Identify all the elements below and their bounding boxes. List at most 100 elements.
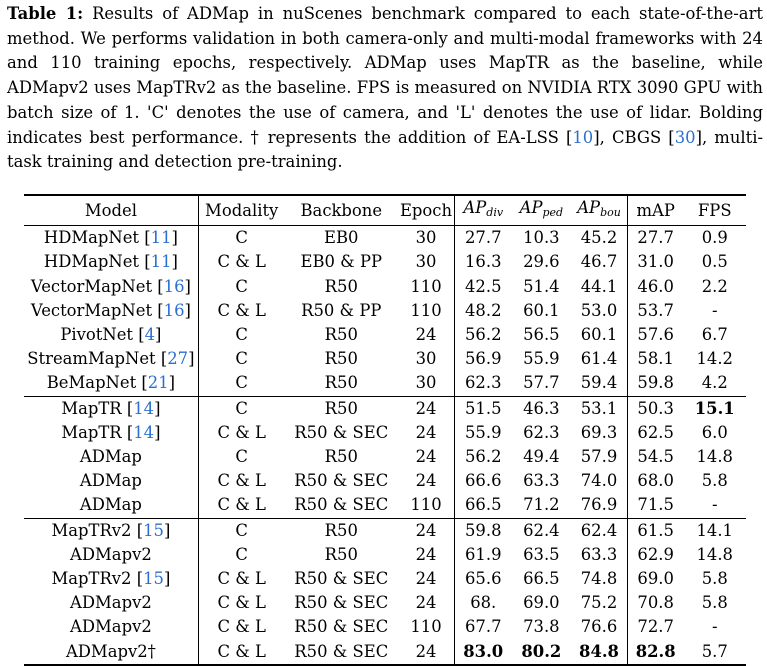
citation-link[interactable]: 15 (143, 520, 164, 540)
epoch-cell: 24 (398, 323, 455, 348)
ap-ped-cell: 63.5 (523, 544, 560, 564)
model-cell: VectorMapNet [16] (24, 274, 199, 299)
map-cell: 53.7 (637, 300, 674, 320)
table-row: ADMap C & L R50 & SEC 24 66.6 63.3 74.0 68.0 5.8 (24, 469, 746, 494)
ap-div-cell: 56.2 (465, 447, 502, 467)
model-cell: HDMapNet [11] (24, 225, 199, 251)
backbone-cell: R50 (324, 398, 358, 418)
table-row: PivotNet [4] C R50 24 56.2 56.5 60.1 57.6 6.7 (24, 323, 746, 348)
epoch-cell: 24 (398, 542, 455, 568)
backbone-cell: R50 & SEC (294, 617, 389, 637)
ap-bou-cell: 44.1 (571, 274, 628, 299)
ap-ped-cell: 62.3 (523, 422, 560, 442)
model-name: HDMapNet (43, 252, 140, 272)
fps-cell: 0.5 (701, 252, 728, 272)
map-cell: 68.0 (637, 471, 674, 491)
backbone-cell: EB0 & PP (300, 252, 383, 272)
modality-cell: C & L (198, 493, 285, 519)
backbone-cell: R50 & SEC (284, 493, 399, 519)
map-cell: 71.5 (627, 493, 684, 519)
caption-citation-link[interactable]: 30 (674, 127, 696, 147)
model-cell: MapTRv2 [15] (24, 518, 199, 543)
header-model: Model (24, 194, 199, 227)
citation-link[interactable]: 27 (167, 349, 189, 369)
model-name: PivotNet (60, 325, 133, 345)
epoch-cell: 24 (398, 518, 455, 543)
header-backbone: Backbone (284, 194, 399, 227)
ap-ped-cell: 80.2 (511, 639, 572, 666)
ap-bou-cell: 63.3 (571, 542, 628, 568)
model-name: MapTRv2 (51, 520, 132, 540)
table-row: ADMapv2 C & L R50 & SEC 110 67.7 73.8 76.6 72.7… (24, 615, 746, 640)
ap-bou-cell: 74.8 (571, 567, 628, 592)
ap-bou-cell: 75.2 (571, 591, 628, 616)
ap-bou-cell: 46.7 (571, 250, 628, 275)
ap-div-cell: 83.0 (454, 639, 512, 666)
ap-div-cell: 56.9 (465, 349, 502, 369)
ap-ped-cell: 66.5 (523, 569, 560, 589)
epoch-cell: 110 (398, 493, 455, 519)
map-cell: 82.8 (627, 639, 684, 666)
header-map: mAP (627, 194, 684, 227)
map-cell: 50.3 (637, 398, 674, 418)
modality-cell: C & L (217, 593, 266, 613)
map-cell: 46.0 (637, 276, 674, 296)
model-name: ADMap (79, 447, 142, 467)
model-name: VectorMapNet (30, 276, 153, 296)
citation-link[interactable]: 16 (163, 276, 185, 296)
ap-div-cell: 48.2 (465, 300, 502, 320)
model-cell: ADMap (24, 469, 199, 494)
header-ap-ped: APped (511, 194, 572, 227)
model-cell: ADMapv2 (24, 591, 199, 616)
ap-div-cell: 62.3 (454, 371, 512, 397)
table-row: MapTRv2 [15] C & L R50 & SEC 24 65.6 66.5 74.8… (24, 567, 746, 592)
ap-div-cell: 16.3 (465, 252, 502, 272)
epoch-cell: 24 (398, 445, 455, 470)
table-row: MapTR [14] C R50 24 51.5 46.3 53.1 50.3 15.1 (24, 396, 746, 421)
map-cell: 69.0 (637, 569, 674, 589)
fps-cell: 14.1 (696, 520, 733, 540)
citation-link[interactable]: 15 (143, 569, 164, 589)
caption-text: ], multi-task training and detection pre… (7, 127, 763, 172)
map-cell: 62.9 (637, 544, 674, 564)
citation-link[interactable]: 14 (133, 422, 155, 442)
model-name: StreamMapNet (27, 349, 156, 369)
header-ap-bou: APbou (571, 194, 628, 227)
ap-ped-cell: 10.3 (523, 228, 560, 248)
ap-div-cell: 66.5 (454, 493, 512, 519)
citation-link[interactable]: 4 (144, 325, 156, 345)
ap-ped-cell: 71.2 (511, 493, 572, 519)
backbone-cell: R50 (324, 520, 358, 540)
model-cell: MapTRv2 [15] (24, 567, 199, 592)
model-name: ADMapv2 (70, 593, 152, 613)
caption-citation-link[interactable]: 10 (572, 127, 594, 147)
modality-cell: C & L (217, 569, 266, 589)
ap-bou-cell: 69.3 (571, 420, 628, 446)
epoch-cell: 30 (398, 225, 455, 251)
model-cell: HDMapNet [11] (24, 250, 199, 275)
ap-div-cell: 66.6 (465, 471, 502, 491)
modality-cell: C & L (217, 617, 266, 637)
modality-cell: C (235, 520, 248, 540)
table-row: StreamMapNet [27] C R50 30 56.9 55.9 61.4 58.1 1… (24, 347, 746, 372)
table-header-row: Model Modality Backbone Epoch APdiv APpe… (24, 194, 746, 227)
fps-cell: 0.9 (701, 228, 728, 248)
epoch-cell: 24 (398, 469, 455, 494)
map-cell: 27.7 (637, 228, 674, 248)
epoch-cell: 30 (398, 371, 455, 397)
backbone-cell: R50 (324, 447, 358, 467)
ap-div-cell: 27.7 (465, 228, 502, 248)
citation-link[interactable]: 16 (163, 300, 185, 320)
ap-ped-cell: 51.4 (523, 276, 560, 296)
modality-cell: C & L (217, 252, 266, 272)
citation-link[interactable]: 11 (150, 228, 172, 248)
backbone-cell: R50 & SEC (294, 471, 389, 491)
ap-div-cell: 56.2 (465, 325, 502, 345)
model-cell: ADMap (24, 493, 199, 519)
citation-link[interactable]: 11 (150, 252, 172, 272)
citation-link[interactable]: 21 (147, 373, 169, 393)
modality-cell: C & L (198, 639, 285, 666)
model-cell: MapTR [14] (24, 420, 199, 446)
citation-link[interactable]: 14 (133, 398, 155, 418)
fps-cell: 14.2 (696, 349, 733, 369)
